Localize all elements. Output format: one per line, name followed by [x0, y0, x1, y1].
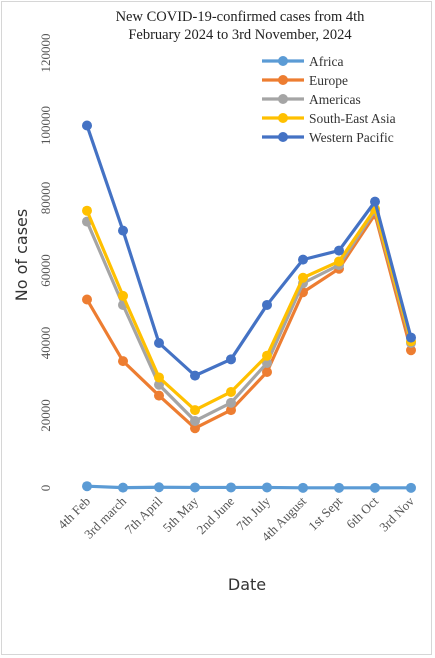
y-tick-label: 100000: [38, 106, 53, 145]
data-point-europe: [82, 294, 92, 305]
data-point-western-pacific: [190, 370, 200, 381]
legend-swatch-marker-south-east-asia: [278, 113, 288, 123]
legend-label-africa: Africa: [309, 54, 343, 69]
data-point-western-pacific: [226, 354, 236, 365]
series-line-africa: [85, 484, 413, 490]
data-point-western-pacific: [334, 245, 344, 256]
data-point-western-pacific: [154, 338, 164, 348]
series-line-south-east-asia: [85, 207, 413, 412]
legend-swatch-marker-africa: [278, 56, 288, 66]
legend-label-western-pacific: Western Pacific: [309, 130, 394, 145]
data-point-western-pacific: [118, 225, 128, 236]
data-point-americas: [154, 379, 164, 390]
data-point-africa: [154, 482, 164, 493]
legend: Africa Europe Americas South-East Asia Weste…: [262, 54, 396, 145]
data-point-africa: [334, 482, 344, 493]
data-point-south-east-asia: [226, 386, 236, 397]
data-point-western-pacific: [370, 196, 380, 207]
data-point-americas: [226, 397, 236, 408]
data-point-africa: [82, 481, 92, 492]
y-tick-label: 60000: [38, 254, 53, 287]
data-point-africa: [406, 482, 416, 493]
data-point-south-east-asia: [190, 405, 200, 416]
data-point-europe: [226, 405, 236, 416]
data-point-south-east-asia: [118, 290, 128, 301]
legend-swatch-marker-americas: [278, 94, 288, 104]
chart-title-line-1: New COVID-19-confirmed cases from 4th: [116, 9, 366, 25]
data-point-europe: [406, 345, 416, 356]
data-point-africa: [298, 482, 308, 493]
data-point-americas: [190, 415, 200, 426]
data-point-western-pacific: [298, 254, 308, 265]
legend-swatch-marker-europe: [278, 75, 288, 85]
series-line-europe: [85, 212, 413, 430]
series-group: [82, 120, 416, 493]
legend-swatch-marker-western-pacific: [278, 132, 288, 142]
data-point-africa: [190, 482, 200, 493]
data-point-south-east-asia: [298, 272, 308, 283]
y-tick-label: 0: [38, 485, 53, 492]
legend-label-south-east-asia: South-East Asia: [309, 111, 396, 126]
y-axis-label: No of cases: [12, 209, 31, 301]
data-point-africa: [370, 482, 380, 493]
data-point-europe: [118, 356, 128, 367]
data-point-western-pacific: [406, 332, 416, 343]
y-tick-label: 120000: [38, 34, 53, 73]
series-line-western-pacific: [85, 123, 413, 378]
data-point-western-pacific: [262, 299, 272, 310]
x-tick-label: 6th Oct: [343, 493, 381, 531]
data-point-europe: [190, 423, 200, 434]
x-tick-label: 3rd Nov: [376, 493, 417, 534]
x-tick-label: 7th April: [122, 493, 166, 537]
x-axis-label: Date: [228, 575, 266, 594]
data-point-south-east-asia: [154, 372, 164, 383]
legend-label-americas: Americas: [309, 92, 361, 107]
y-axis-ticks: 0 20000 40000 60000 80000 100000 120000: [38, 34, 53, 492]
data-point-south-east-asia: [262, 350, 272, 361]
data-point-africa: [262, 482, 272, 493]
data-point-europe: [262, 367, 272, 377]
data-point-africa: [118, 482, 128, 493]
data-point-western-pacific: [82, 120, 92, 131]
y-tick-label: 40000: [38, 327, 53, 360]
data-point-africa: [226, 482, 236, 493]
chart-title-line-2: February 2024 to 3rd November, 2024: [128, 27, 352, 43]
data-point-europe: [154, 390, 164, 401]
legend-label-europe: Europe: [309, 73, 348, 88]
x-tick-label: 1st Sept: [305, 493, 345, 533]
data-point-south-east-asia: [82, 205, 92, 216]
y-tick-label: 20000: [38, 399, 53, 432]
y-tick-label: 80000: [38, 182, 53, 215]
x-tick-label: 2nd June: [194, 493, 238, 537]
data-point-south-east-asia: [334, 256, 344, 267]
